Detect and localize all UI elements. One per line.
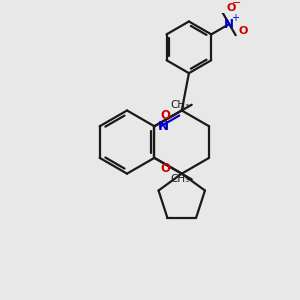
Text: O: O [226, 3, 236, 13]
Text: CH₃: CH₃ [170, 100, 189, 110]
Text: O: O [239, 26, 248, 36]
Text: N: N [158, 120, 169, 133]
Text: N: N [224, 17, 234, 31]
Text: O: O [161, 109, 171, 122]
Text: CH₃: CH₃ [170, 174, 189, 184]
Text: −: − [232, 0, 242, 8]
Text: +: + [232, 13, 239, 23]
Text: O: O [161, 162, 171, 175]
